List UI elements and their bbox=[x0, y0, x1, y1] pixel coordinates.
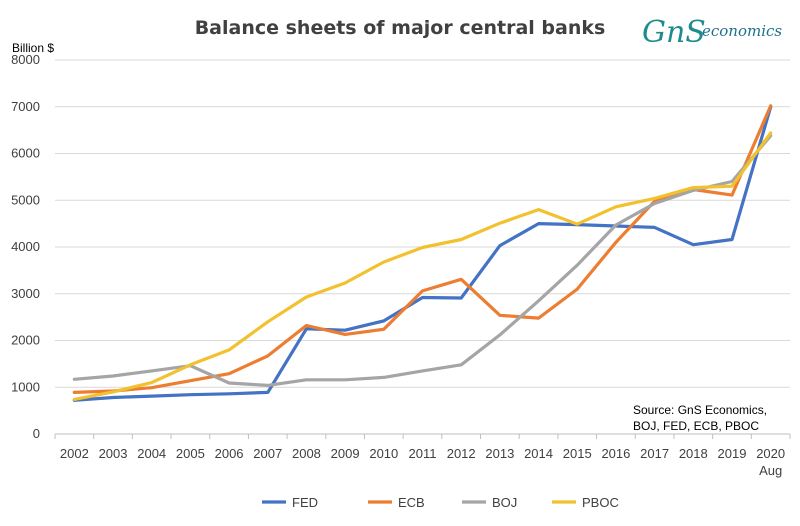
x-tick-label: 2011 bbox=[409, 446, 437, 461]
x-tick-label: 2019 bbox=[718, 446, 747, 461]
series-line-boj bbox=[72, 134, 773, 387]
series-line-pboc bbox=[72, 131, 773, 401]
logo: GnS economics bbox=[642, 15, 782, 50]
y-tick-label: 1000 bbox=[11, 379, 40, 394]
x-tick-label: 2002 bbox=[60, 446, 89, 461]
x-tick-label: 2004 bbox=[137, 446, 166, 461]
y-tick-label: 2000 bbox=[11, 333, 40, 348]
series-line-ecb bbox=[72, 104, 773, 394]
logo-suffix: economics bbox=[702, 22, 782, 40]
x-tick-label: 2015 bbox=[563, 446, 592, 461]
x-tick-sublabel: Aug bbox=[759, 463, 782, 478]
legend-label-fed: FED bbox=[292, 495, 318, 510]
x-tick-label: 2016 bbox=[601, 446, 630, 461]
series-lines bbox=[72, 104, 773, 402]
y-tick-label: 5000 bbox=[11, 192, 40, 207]
x-tick-label: 2018 bbox=[679, 446, 708, 461]
y-tick-label: 6000 bbox=[11, 146, 40, 161]
x-tick-label: 2003 bbox=[99, 446, 128, 461]
x-tick-labels: 2002 2003 2004 2005 2006 2007 2008 2009 2010 2011… bbox=[54, 434, 791, 478]
y-tick-label: 8000 bbox=[11, 52, 40, 67]
x-tick-label: 2008 bbox=[292, 446, 321, 461]
x-tick-label: 2013 bbox=[485, 446, 514, 461]
y-axis-label: Billion $ bbox=[12, 41, 54, 55]
x-tick-label: 2006 bbox=[215, 446, 244, 461]
source-note: Source: GnS Economics, BOJ, FED, ECB, PB… bbox=[633, 403, 767, 433]
legend-label-boj: BOJ bbox=[492, 495, 517, 510]
y-tick-labels: 0 1000 2000 3000 4000 5000 6000 7000 8000 bbox=[11, 52, 40, 441]
logo-mark: GnS bbox=[642, 15, 706, 50]
x-tick-label: 2020 bbox=[756, 446, 785, 461]
legend: FED ECB BOJ PBOC bbox=[262, 495, 619, 510]
x-tick-label: 2012 bbox=[447, 446, 476, 461]
y-tick-label: 7000 bbox=[11, 99, 40, 114]
legend-label-ecb: ECB bbox=[398, 495, 425, 510]
chart-title: Balance sheets of major central banks bbox=[195, 17, 606, 39]
legend-label-pboc: PBOC bbox=[582, 495, 619, 510]
x-tick-label: 2010 bbox=[369, 446, 398, 461]
x-tick-label: 2017 bbox=[640, 446, 669, 461]
source-note-line-2: BOJ, FED, ECB, PBOC bbox=[633, 419, 759, 433]
x-tick-label: 2005 bbox=[176, 446, 205, 461]
x-tick-label: 2007 bbox=[253, 446, 282, 461]
y-tick-label: 4000 bbox=[11, 239, 40, 254]
x-tick-label: 2014 bbox=[524, 446, 553, 461]
x-tick-label: 2009 bbox=[331, 446, 360, 461]
y-tick-label: 0 bbox=[33, 426, 40, 441]
series-line-fed bbox=[72, 105, 773, 402]
source-note-line-1: Source: GnS Economics, bbox=[633, 403, 767, 417]
y-tick-label: 3000 bbox=[11, 286, 40, 301]
